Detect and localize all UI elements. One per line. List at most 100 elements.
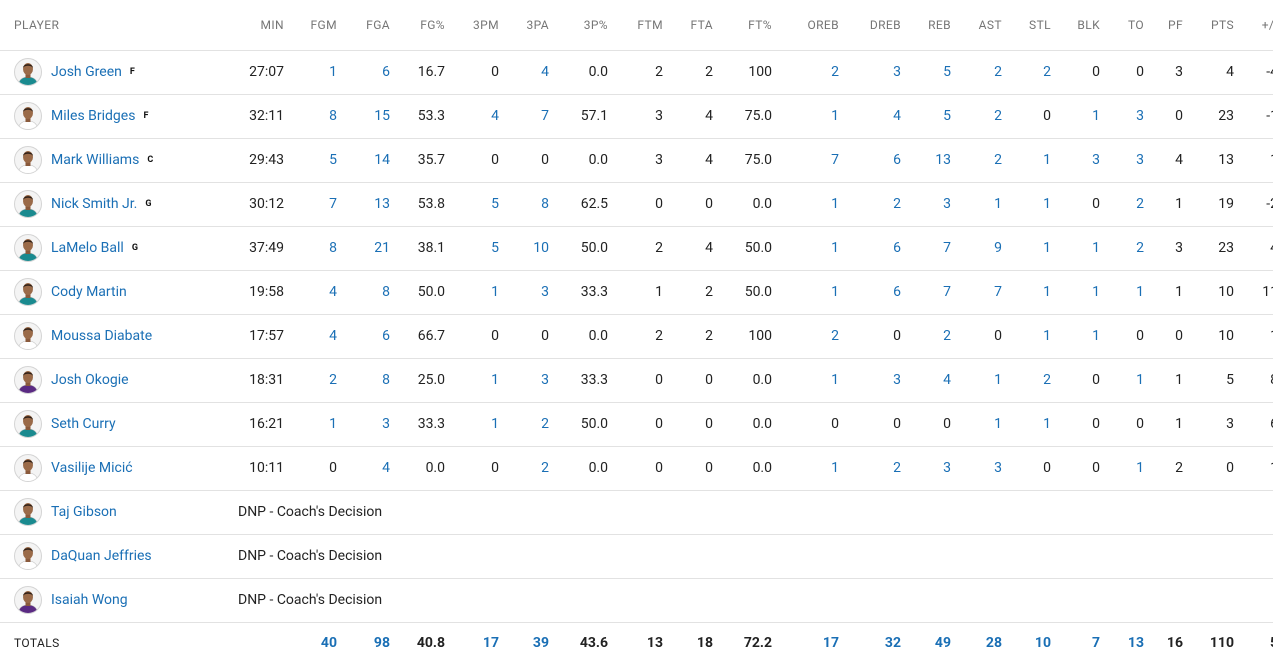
stat-fgm[interactable]: 5 — [329, 152, 337, 168]
stat-dreb[interactable]: 6 — [893, 284, 901, 300]
stat-dreb[interactable]: 3 — [893, 64, 901, 80]
stat-oreb[interactable]: 2 — [831, 328, 839, 344]
stat-fgm[interactable]: 4 — [329, 328, 337, 344]
stat-fga[interactable]: 8 — [382, 372, 390, 388]
player-headshot[interactable] — [14, 454, 42, 482]
col-header-pts[interactable]: PTS — [1211, 17, 1234, 32]
stat-ast[interactable]: 2 — [994, 64, 1002, 80]
stat-oreb[interactable]: 1 — [831, 240, 839, 256]
stat-3pm[interactable]: 4 — [491, 108, 499, 124]
stat-fga[interactable]: 21 — [374, 240, 390, 256]
stat-3pm[interactable]: 1 — [491, 284, 499, 300]
player-name-link[interactable]: Nick Smith Jr. — [51, 196, 138, 212]
player-name-link[interactable]: Taj Gibson — [51, 504, 117, 520]
stat-oreb[interactable]: 1 — [831, 196, 839, 212]
col-header-3pm[interactable]: 3PM — [473, 17, 499, 32]
player-headshot[interactable] — [14, 322, 42, 350]
col-header-ftm[interactable]: FTM — [637, 17, 663, 32]
player-headshot[interactable] — [14, 102, 42, 130]
stat-to[interactable]: 1 — [1136, 460, 1144, 476]
player-headshot[interactable] — [14, 146, 42, 174]
stat-stl[interactable]: 2 — [1043, 64, 1051, 80]
stat-ast[interactable]: 1 — [994, 416, 1002, 432]
stat-reb[interactable]: 5 — [943, 108, 951, 124]
stat-dreb[interactable]: 6 — [893, 240, 901, 256]
total-stl[interactable]: 10 — [1034, 634, 1051, 651]
stat-fga[interactable]: 4 — [382, 460, 390, 476]
player-headshot[interactable] — [14, 366, 42, 394]
player-headshot[interactable] — [14, 410, 42, 438]
stat-ast[interactable]: 7 — [994, 284, 1002, 300]
stat-dreb[interactable]: 2 — [893, 460, 901, 476]
stat-blk[interactable]: 1 — [1092, 284, 1100, 300]
player-headshot[interactable] — [14, 542, 42, 570]
stat-3pm[interactable]: 5 — [491, 240, 499, 256]
stat-stl[interactable]: 1 — [1043, 152, 1051, 168]
stat-dreb[interactable]: 4 — [893, 108, 901, 124]
col-header-fgm[interactable]: FGM — [310, 17, 337, 32]
stat-fga[interactable]: 3 — [382, 416, 390, 432]
col-header-dreb[interactable]: DREB — [869, 17, 901, 32]
stat-3pm[interactable]: 5 — [491, 196, 499, 212]
stat-stl[interactable]: 1 — [1043, 240, 1051, 256]
col-header-stl[interactable]: STL — [1029, 17, 1051, 32]
stat-to[interactable]: 2 — [1136, 196, 1144, 212]
stat-fga[interactable]: 6 — [382, 64, 390, 80]
stat-ast[interactable]: 9 — [994, 240, 1002, 256]
player-name-link[interactable]: Moussa Diabate — [51, 328, 153, 344]
stat-blk[interactable]: 3 — [1092, 152, 1100, 168]
player-name-link[interactable]: Miles Bridges — [51, 108, 136, 124]
col-header-fg-pct[interactable]: FG% — [420, 17, 445, 32]
player-headshot[interactable] — [14, 586, 42, 614]
stat-to[interactable]: 1 — [1136, 372, 1144, 388]
stat-fga[interactable]: 8 — [382, 284, 390, 300]
col-header-fga[interactable]: FGA — [366, 17, 390, 32]
player-headshot[interactable] — [14, 190, 42, 218]
player-name-link[interactable]: DaQuan Jeffries — [51, 548, 152, 564]
player-name-link[interactable]: Vasilije Micić — [51, 460, 133, 476]
stat-oreb[interactable]: 1 — [831, 284, 839, 300]
stat-to[interactable]: 3 — [1136, 152, 1144, 168]
stat-oreb[interactable]: 1 — [831, 108, 839, 124]
stat-fga[interactable]: 14 — [374, 152, 390, 168]
stat-reb[interactable]: 13 — [935, 152, 951, 168]
stat-3pa[interactable]: 3 — [541, 372, 549, 388]
stat-3pa[interactable]: 4 — [541, 64, 549, 80]
stat-ast[interactable]: 3 — [994, 460, 1002, 476]
player-name-link[interactable]: Cody Martin — [51, 284, 127, 300]
stat-3pa[interactable]: 3 — [541, 284, 549, 300]
stat-reb[interactable]: 7 — [943, 240, 951, 256]
stat-fgm[interactable]: 7 — [329, 196, 337, 212]
col-header-blk[interactable]: BLK — [1077, 17, 1100, 32]
total-3pm[interactable]: 17 — [482, 634, 499, 651]
stat-oreb[interactable]: 7 — [831, 152, 839, 168]
col-header-pf[interactable]: PF — [1167, 17, 1183, 32]
player-name-link[interactable]: LaMelo Ball — [51, 240, 124, 256]
player-headshot[interactable] — [14, 234, 42, 262]
stat-stl[interactable]: 1 — [1043, 196, 1051, 212]
stat-reb[interactable]: 3 — [943, 196, 951, 212]
stat-to[interactable]: 3 — [1136, 108, 1144, 124]
player-name-link[interactable]: Seth Curry — [51, 416, 116, 432]
stat-fga[interactable]: 13 — [374, 196, 390, 212]
stat-stl[interactable]: 1 — [1043, 284, 1051, 300]
stat-fgm[interactable]: 2 — [329, 372, 337, 388]
stat-blk[interactable]: 1 — [1092, 108, 1100, 124]
stat-fga[interactable]: 6 — [382, 328, 390, 344]
col-header-player[interactable]: PLAYER — [14, 17, 60, 32]
total-to[interactable]: 13 — [1127, 634, 1144, 651]
stat-3pm[interactable]: 1 — [491, 416, 499, 432]
stat-blk[interactable]: 1 — [1092, 328, 1100, 344]
player-headshot[interactable] — [14, 498, 42, 526]
col-header-3p-pct[interactable]: 3P% — [583, 17, 608, 32]
total-fga[interactable]: 98 — [373, 634, 390, 651]
stat-ast[interactable]: 1 — [994, 372, 1002, 388]
player-name-link[interactable]: Mark Williams — [51, 152, 140, 168]
stat-fgm[interactable]: 8 — [329, 108, 337, 124]
col-header-to[interactable]: TO — [1127, 17, 1144, 32]
total-oreb[interactable]: 17 — [822, 634, 839, 651]
stat-3pa[interactable]: 2 — [541, 416, 549, 432]
player-headshot[interactable] — [14, 278, 42, 306]
stat-stl[interactable]: 1 — [1043, 328, 1051, 344]
stat-oreb[interactable]: 1 — [831, 372, 839, 388]
